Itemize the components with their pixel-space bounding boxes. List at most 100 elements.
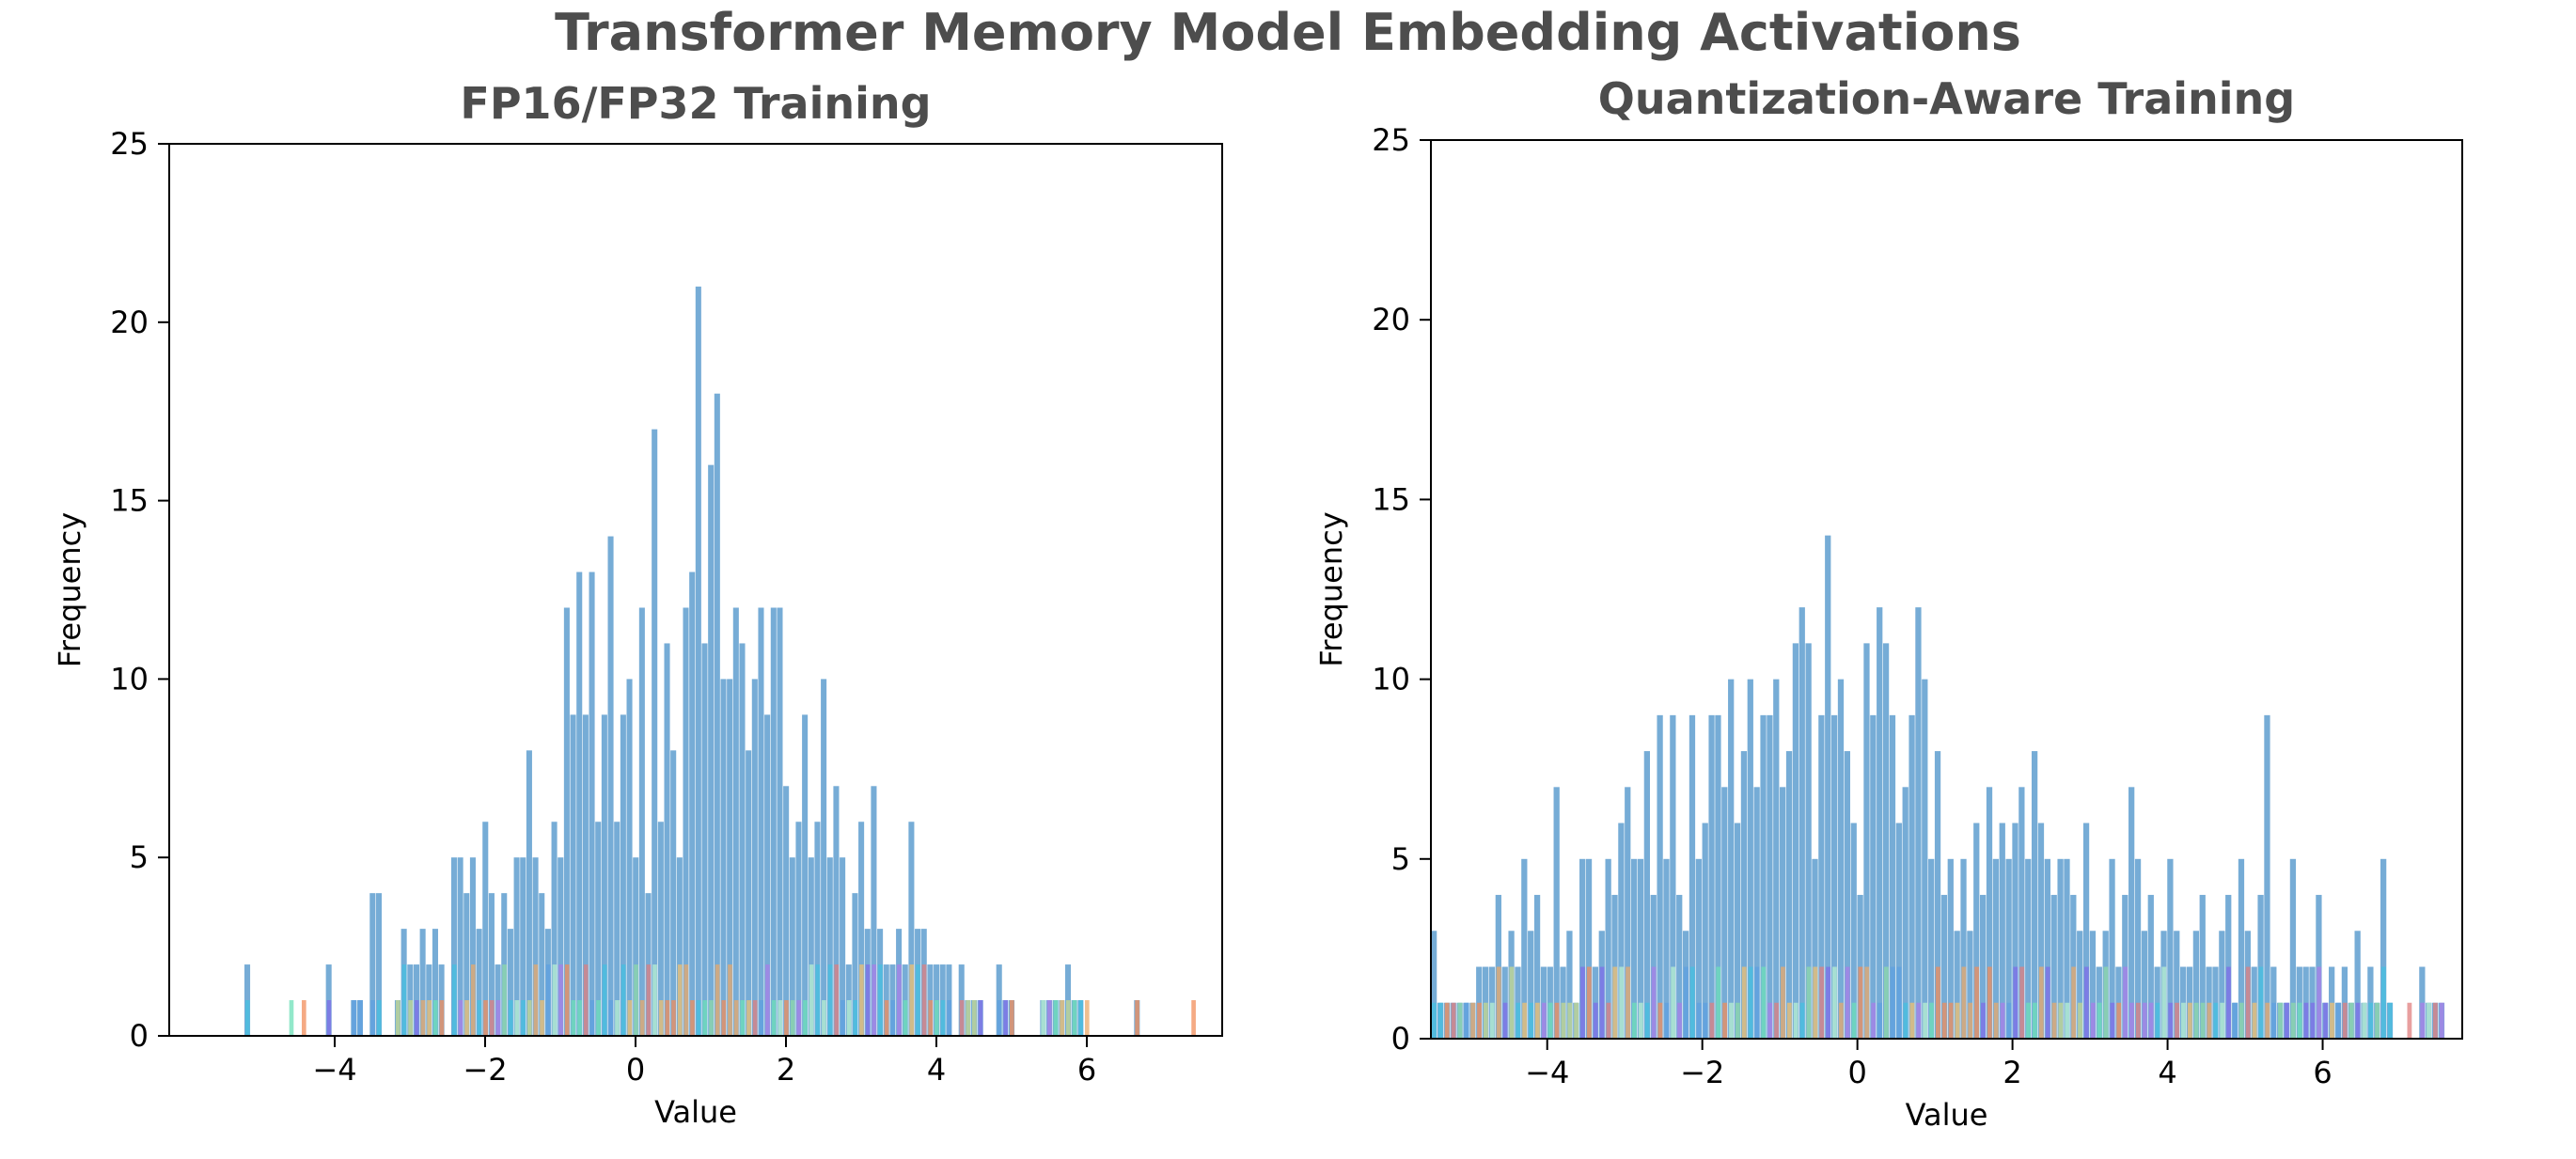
overlay-bar xyxy=(2252,1002,2257,1039)
overlay-bar xyxy=(2562,1003,2567,1039)
histogram-bar xyxy=(1643,751,1651,1039)
overlay-bar xyxy=(803,1000,808,1036)
overlay-bar xyxy=(2491,1003,2496,1039)
overlay-bar xyxy=(1683,966,1689,1039)
overlay-bar xyxy=(1987,966,1992,1039)
histogram-bar xyxy=(908,822,915,1036)
histogram-bar xyxy=(1960,858,1967,1039)
histogram-bar xyxy=(1585,858,1593,1039)
overlay-bar xyxy=(526,1000,532,1036)
x-axis-label: Value xyxy=(1906,1097,1988,1133)
overlay-bar xyxy=(771,1000,777,1036)
overlay-bar xyxy=(508,1000,513,1036)
histogram-bar xyxy=(1528,931,1534,1039)
histogram-bar xyxy=(2219,931,2225,1039)
histogram-bar xyxy=(570,714,576,1036)
overlay-bar xyxy=(865,964,871,1036)
overlay-bar xyxy=(1065,1000,1071,1036)
overlay-bar xyxy=(1767,1002,1773,1039)
overlay-bar xyxy=(1851,1002,1857,1039)
overlay-bar xyxy=(2335,1002,2341,1039)
x-tick-label: −2 xyxy=(1680,1055,1724,1090)
overlay-bar xyxy=(1522,1002,1528,1039)
overlay-bar xyxy=(2187,1002,2192,1039)
overlay-bar xyxy=(401,964,407,1036)
overlay-bar xyxy=(1235,1000,1240,1036)
overlay-bar xyxy=(1786,1002,1792,1039)
overlay-bar xyxy=(1799,1002,1805,1039)
histogram-bar xyxy=(1967,931,1973,1039)
histogram-bar xyxy=(2077,931,2083,1039)
overlay-bar xyxy=(690,1000,695,1036)
overlay-bar xyxy=(1470,1002,1476,1039)
overlay-bar xyxy=(2278,1002,2283,1039)
histogram-bar xyxy=(457,857,463,1036)
histogram-bar xyxy=(2238,858,2245,1039)
histogram-bar xyxy=(852,893,858,1036)
overlay-bar xyxy=(2033,1002,2037,1039)
overlay-bar xyxy=(846,1000,852,1036)
overlay-bar xyxy=(1561,1002,1566,1039)
overlay-bar xyxy=(2181,1002,2186,1039)
histogram-bar xyxy=(2025,858,2032,1039)
overlay-bar xyxy=(2439,1002,2444,1039)
histogram-bar xyxy=(1605,858,1611,1039)
overlay-bar xyxy=(1890,966,1895,1039)
x-tick-label: 6 xyxy=(1077,1052,1096,1088)
overlay-bar xyxy=(790,1000,795,1036)
histogram-bar xyxy=(1630,858,1638,1039)
overlay-bar xyxy=(2258,966,2264,1039)
overlay-bar xyxy=(728,964,732,1036)
histogram-bar xyxy=(751,679,758,1036)
overlay-bar xyxy=(2051,1002,2057,1039)
histogram-bar xyxy=(708,464,715,1036)
histogram-bar xyxy=(695,286,701,1036)
overlay-bar xyxy=(615,1000,620,1036)
y-tick-label: 15 xyxy=(1372,481,1410,517)
overlay-bar xyxy=(1457,1002,1463,1039)
histogram-bar xyxy=(1637,858,1644,1039)
overlay-bar xyxy=(2193,1002,2199,1039)
histogram-bar xyxy=(1533,895,1541,1039)
overlay-bar xyxy=(1671,966,1676,1039)
overlay-bar xyxy=(2342,1002,2348,1039)
overlay-bar xyxy=(2530,1003,2535,1039)
overlay-bar xyxy=(815,964,821,1036)
histogram-bar xyxy=(375,893,383,1036)
histogram-bar xyxy=(1999,822,2005,1039)
overlay-bar xyxy=(2019,966,2025,1039)
overlay-bar xyxy=(2097,1002,2102,1039)
histogram-bar xyxy=(1818,714,1825,1039)
overlay-bar xyxy=(596,1000,601,1036)
histogram-bar xyxy=(620,714,626,1036)
overlay-bar xyxy=(2116,1002,2122,1039)
overlay-bar xyxy=(853,1000,858,1036)
overlay-bar xyxy=(1981,1002,1986,1039)
histogram-bar xyxy=(1728,679,1735,1039)
overlay-bar xyxy=(2161,966,2167,1039)
histogram-bar xyxy=(1986,787,1993,1039)
overlay-bar xyxy=(1567,1002,1573,1039)
overlay-bar xyxy=(2090,1002,2096,1039)
histogram-bar xyxy=(507,929,513,1036)
overlay-bar xyxy=(2290,1002,2296,1039)
overlay-bar xyxy=(2303,1002,2309,1039)
histogram-bar xyxy=(1773,679,1780,1039)
histogram-bar xyxy=(633,857,639,1036)
overlay-bar xyxy=(1444,1002,1450,1039)
overlay-bar xyxy=(872,964,877,1036)
overlay-bar xyxy=(2284,1002,2289,1039)
histogram-bar xyxy=(732,607,739,1036)
overlay-bar xyxy=(420,1000,426,1036)
overlay-bar xyxy=(665,1000,670,1036)
overlay-bar xyxy=(2071,966,2077,1039)
histogram-bar xyxy=(840,857,846,1036)
overlay-bar xyxy=(2129,1002,2134,1039)
histogram-bar xyxy=(833,786,840,1036)
overlay-bar xyxy=(1961,966,1967,1039)
overlay-bar xyxy=(2297,1002,2302,1039)
histogram-bar xyxy=(2174,931,2180,1039)
x-axis-label: Value xyxy=(654,1094,737,1130)
overlay-bar xyxy=(2505,1003,2509,1039)
overlay-bar xyxy=(671,1000,676,1036)
